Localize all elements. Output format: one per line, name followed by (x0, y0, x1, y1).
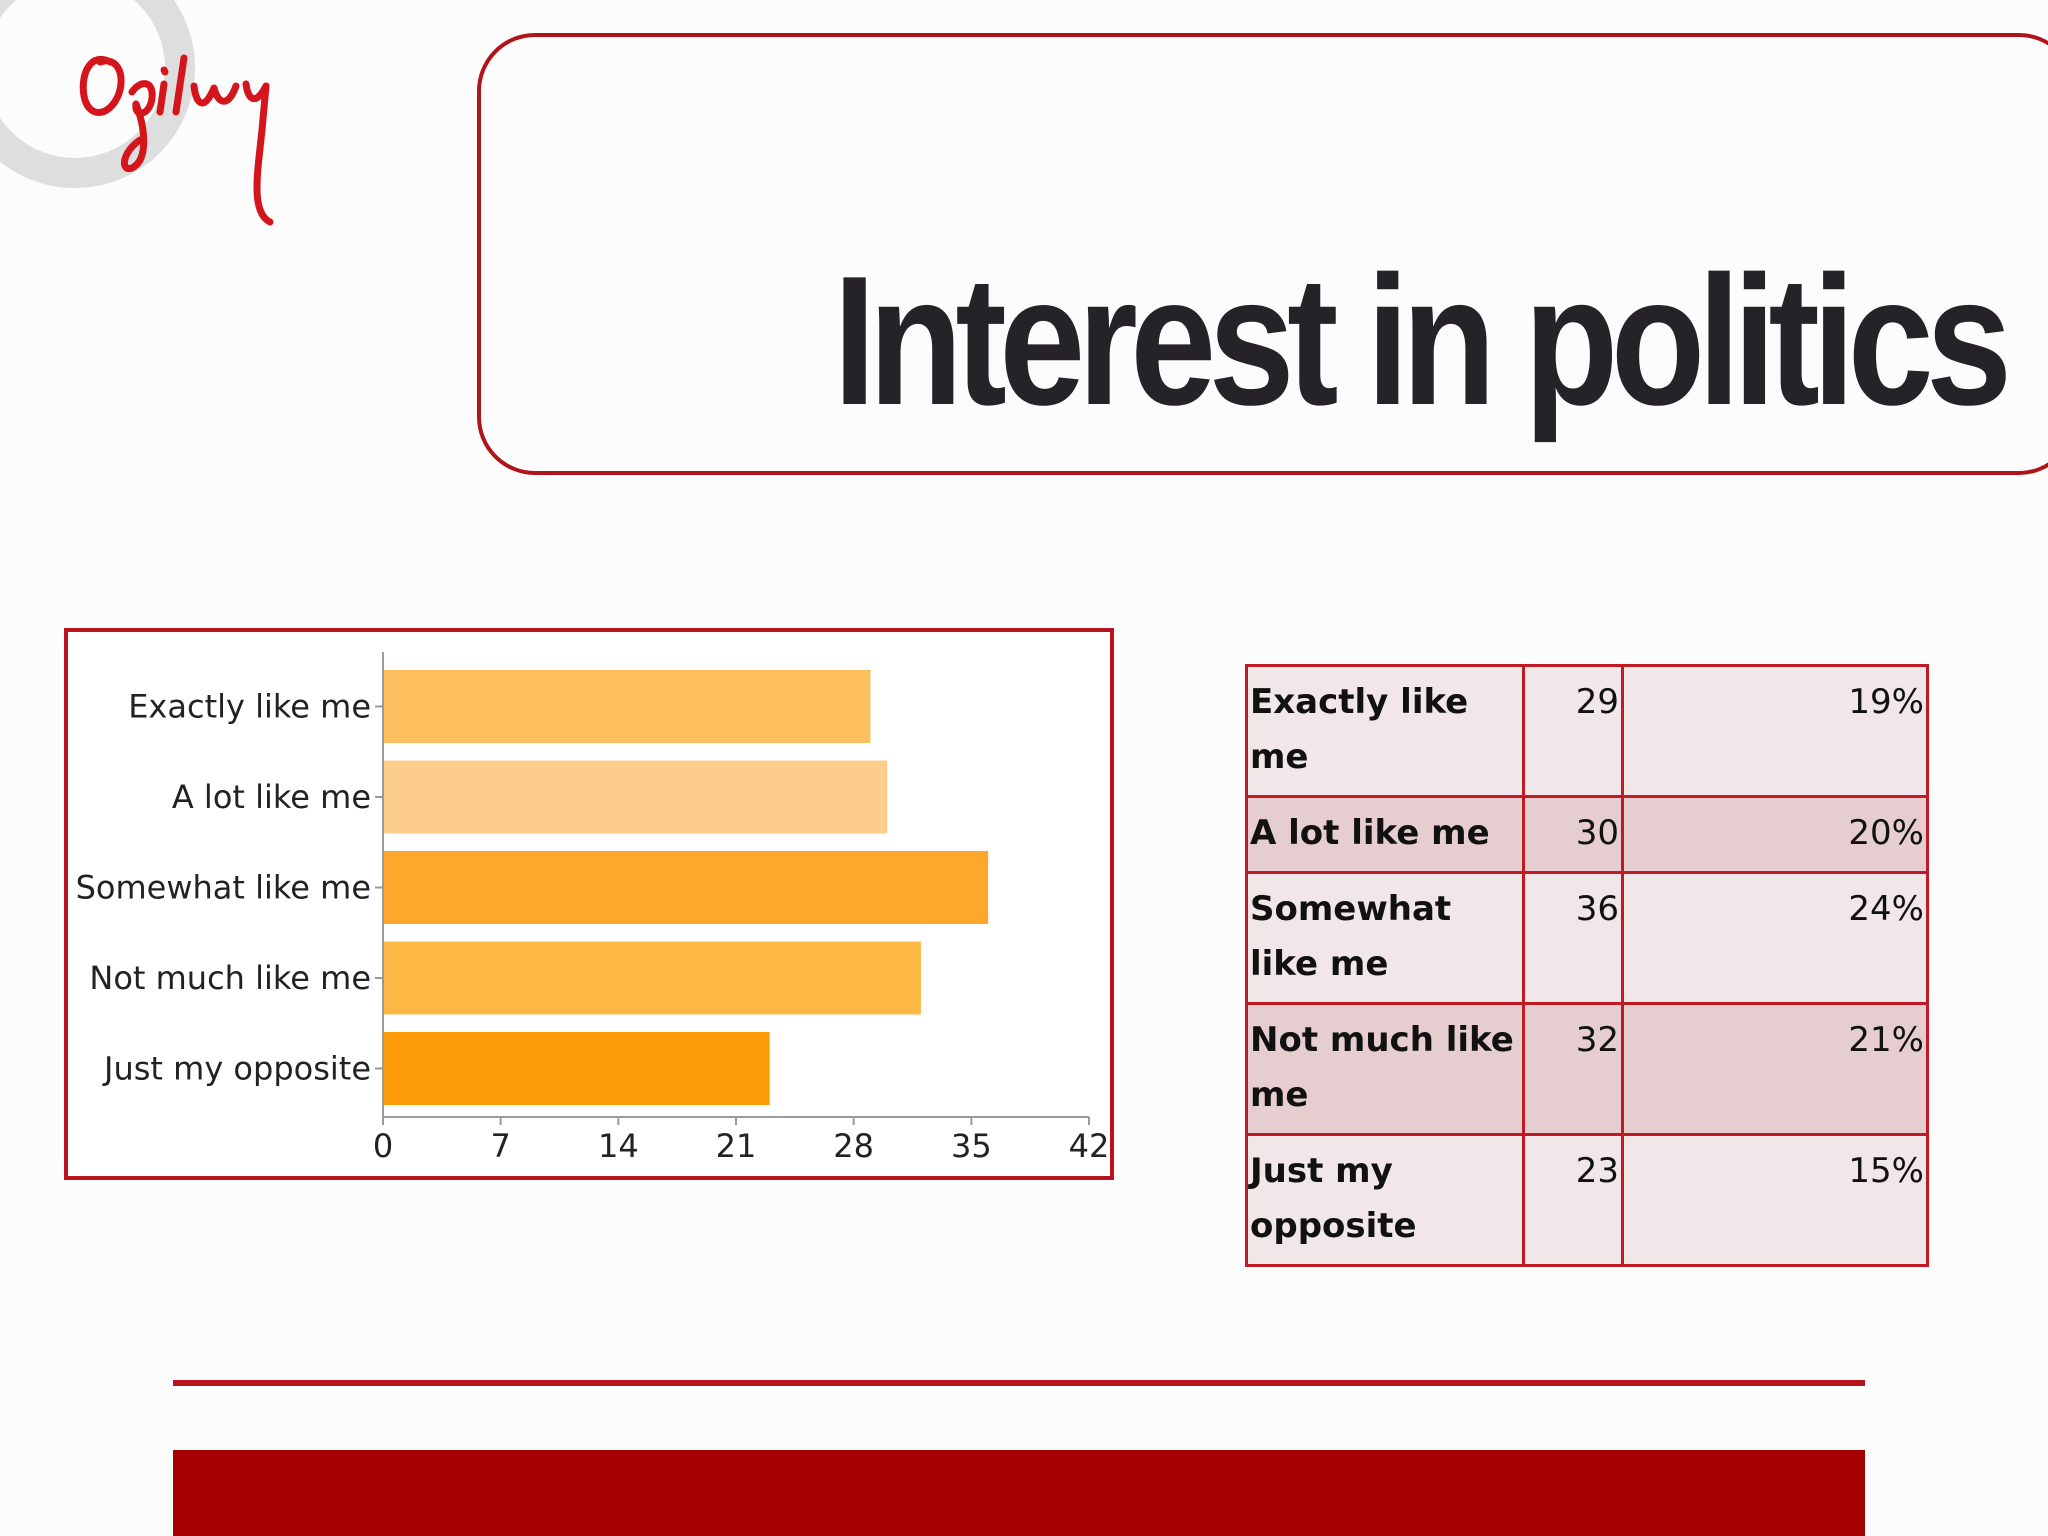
footer-bar (173, 1450, 1865, 1536)
row-label: A lot like me (1245, 795, 1525, 874)
ogilvy-logo (0, 0, 274, 226)
x-tick-label: 42 (1069, 1127, 1110, 1165)
row-percent: 19% (1621, 664, 1929, 798)
row-percent: 15% (1621, 1133, 1929, 1267)
x-tick-label: 14 (598, 1127, 639, 1165)
slide-title: Interest in politics (833, 237, 2013, 443)
row-count: 32 (1522, 1002, 1624, 1136)
category-label: Just my opposite (102, 1050, 371, 1088)
x-tick-label: 28 (833, 1127, 874, 1165)
table-row: Just my opposite 23 15% (1245, 1133, 1929, 1267)
category-label: Not much like me (89, 959, 371, 997)
row-label: Somewhat like me (1245, 871, 1525, 1005)
table-row: Exactly like me 29 19% (1245, 664, 1929, 798)
bar-chart-panel: Exactly like me A lot like me Somewhat lik… (64, 628, 1114, 1180)
row-count: 29 (1522, 664, 1624, 798)
results-table: Exactly like me 29 19% A lot like me 30 20% So… (1245, 664, 1929, 1267)
bar (384, 1032, 770, 1105)
row-count: 30 (1522, 795, 1624, 874)
bar-chart: Exactly like me A lot like me Somewhat lik… (76, 652, 1110, 1165)
table-row: Not much like me 32 21% (1245, 1002, 1929, 1136)
bar (384, 851, 989, 924)
row-count: 23 (1522, 1133, 1624, 1267)
row-percent: 21% (1621, 1002, 1929, 1136)
row-percent: 24% (1621, 871, 1929, 1005)
table-row: A lot like me 30 20% (1245, 795, 1929, 874)
bar (384, 670, 871, 743)
row-label: Not much like me (1245, 1002, 1525, 1136)
row-percent: 20% (1621, 795, 1929, 874)
x-tick-label: 35 (951, 1127, 992, 1165)
x-tick-label: 0 (373, 1127, 393, 1165)
footer-divider (173, 1380, 1865, 1386)
category-label: Exactly like me (128, 688, 371, 726)
title-box (477, 33, 2048, 475)
row-label: Just my opposite (1245, 1133, 1525, 1267)
x-tick-label: 21 (716, 1127, 757, 1165)
row-label: Exactly like me (1245, 664, 1525, 798)
category-label: A lot like me (172, 778, 371, 816)
table-row: Somewhat like me 36 24% (1245, 871, 1929, 1005)
category-label: Somewhat like me (76, 869, 371, 907)
x-tick-label: 7 (490, 1127, 510, 1165)
bar (384, 760, 888, 834)
row-count: 36 (1522, 871, 1624, 1005)
bar (384, 941, 921, 1015)
